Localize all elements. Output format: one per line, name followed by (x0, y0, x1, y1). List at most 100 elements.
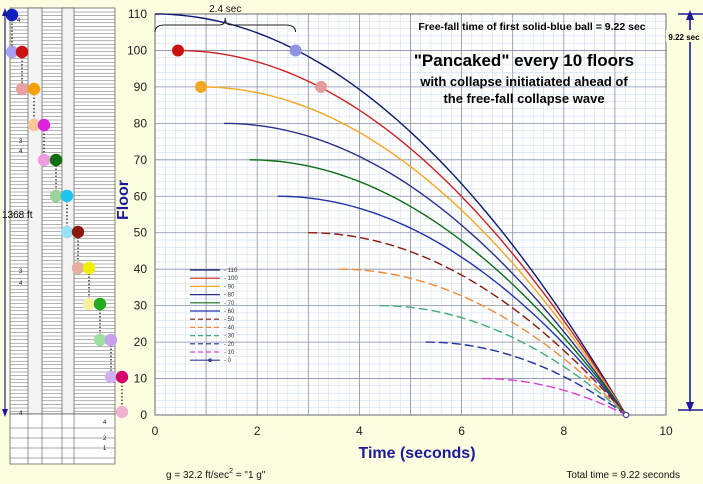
ball-magenta (37, 118, 51, 132)
ball-pink-1 (15, 82, 29, 96)
legend-label-70: - 70 (224, 301, 235, 307)
ball-pink-3 (115, 405, 129, 419)
ball-cyan (60, 189, 74, 203)
ball-paleyellow (82, 297, 96, 311)
tower-floor-label: 1 (103, 446, 107, 452)
tower-floor-label: 2 (103, 436, 107, 442)
total-time-arrow-down-icon (686, 402, 694, 412)
y-tick-label: 100 (127, 43, 147, 57)
gravity-note-exponent: 2 (229, 468, 233, 475)
floor-90-ball (194, 80, 207, 93)
height-label: 1368 ft (2, 210, 33, 221)
legend-marker-0 (208, 358, 212, 363)
x-tick-label: 2 (254, 424, 261, 438)
y-tick-label: 60 (134, 189, 148, 203)
series-line-80 (224, 122, 627, 416)
legend-label-80: - 80 (224, 293, 235, 299)
y-tick-label: 50 (134, 226, 148, 240)
tower-illustration: 4 3 4 3 4 4 2 1 4 (5, 7, 129, 465)
legend-label-30: - 30 (224, 334, 235, 340)
tower-floor-label: 4 (17, 18, 21, 24)
ball-pink-2 (37, 153, 51, 167)
plot-frame (154, 13, 667, 416)
legend-label-110: - 110 (224, 268, 238, 274)
tower-base (9, 413, 116, 465)
height-measure: 1368 ft (2, 8, 33, 417)
height-arrow-up-icon (2, 8, 8, 16)
legend-label-20: - 20 (224, 342, 235, 348)
ball-tan (71, 261, 85, 275)
series-line-70 (249, 159, 627, 416)
series-line-90 (200, 86, 627, 416)
y-tick-label: 80 (134, 116, 148, 130)
series-line-10 (481, 377, 627, 416)
gravity-note-text: g = 32.2 ft/sec (166, 470, 229, 481)
gravity-note-tail: = "1 g" (233, 470, 266, 481)
series-line-30 (379, 304, 627, 416)
y-tick-label: 70 (134, 153, 148, 167)
ball-lilac (104, 370, 118, 384)
total-time-label-bg (666, 30, 702, 42)
plot-balls (171, 44, 328, 93)
series-line-60 (277, 195, 627, 416)
total-time-note: Total time = 9.22 seconds (566, 470, 680, 481)
x-tick-label: 10 (659, 424, 673, 438)
x-tick-label: 6 (458, 424, 465, 438)
total-time-arrow-up-icon (686, 10, 694, 20)
total-time-label: 9.22 sec (668, 33, 700, 42)
ball-blue-top (5, 8, 19, 22)
ball-lightgreen-2 (93, 333, 107, 347)
series-endpoint (622, 411, 630, 419)
x-tick-labels: 0 2 4 6 8 10 (152, 424, 673, 438)
tower-floor-label: 4 (19, 149, 23, 155)
tower-floor-label: 3 (19, 139, 23, 145)
x-tick-label: 8 (560, 424, 567, 438)
ball-brown (71, 225, 85, 239)
tower-base-lines (10, 414, 115, 464)
floor-100-ball (171, 44, 184, 57)
legend-label-50: - 50 (224, 317, 235, 323)
chart-subtitle-1: with collapse initiatiated ahead of (419, 74, 628, 89)
legend-label-100: - 100 (224, 276, 238, 282)
tower-balls (5, 8, 129, 419)
floor-100-faded-ball (289, 44, 302, 57)
y-axis-label: Floor (115, 180, 132, 220)
time-bracket-label: 2.4 sec (209, 4, 241, 15)
legend-label-0: - 0 (224, 358, 232, 364)
tower-floor-labels: 4 3 4 3 4 4 2 1 4 (17, 18, 107, 452)
ball-green (49, 153, 63, 167)
ball-peach (27, 118, 41, 132)
series-line-40 (339, 268, 627, 416)
ball-lightcyan (60, 225, 74, 239)
time-bracket-shape (154, 17, 297, 33)
y-tick-label: 110 (128, 7, 147, 21)
x-tick-label: 4 (356, 424, 363, 438)
legend-label-40: - 40 (224, 325, 235, 331)
legend: - 110 - 100 - 90 - 80 - 70 - 60 - 50 - 40 - 30 - … (190, 268, 238, 364)
plot-area: 0 2 4 6 8 10 0 10 20 30 40 50 60 70 80 90 100 110 2.4 se… (127, 4, 673, 438)
chart-title: "Pancaked" every 10 floors (414, 51, 634, 70)
tower-floor-label: 3 (19, 269, 23, 275)
gravity-note: g = 32.2 ft/sec2 = "1 g" (166, 468, 266, 481)
y-tick-label: 40 (134, 262, 148, 276)
y-tick-label: 20 (134, 335, 148, 349)
floor-90-faded-ball (315, 80, 328, 93)
ball-lightgreen-1 (49, 189, 63, 203)
y-tick-labels: 0 10 20 30 40 50 60 70 80 90 100 110 (127, 7, 147, 422)
series-line-20 (425, 341, 627, 416)
chart-subtitle-2: the free-fall collapse wave (443, 91, 604, 106)
tower-floor-label: 4 (19, 281, 23, 287)
ball-red (15, 45, 29, 59)
legend-label-60: - 60 (224, 309, 235, 315)
time-bracket: 2.4 sec (154, 4, 297, 33)
legend-label-90: - 90 (224, 284, 235, 290)
height-arrow-down-icon (2, 409, 8, 417)
series-line-50 (308, 232, 627, 416)
ball-lavender-1 (5, 45, 19, 59)
y-tick-label: 30 (134, 299, 148, 313)
tower-floor-label: 4 (19, 411, 23, 417)
tower-floor-label: 4 (103, 420, 107, 426)
ball-lavender-2 (104, 333, 118, 347)
ball-green-2 (93, 297, 107, 311)
